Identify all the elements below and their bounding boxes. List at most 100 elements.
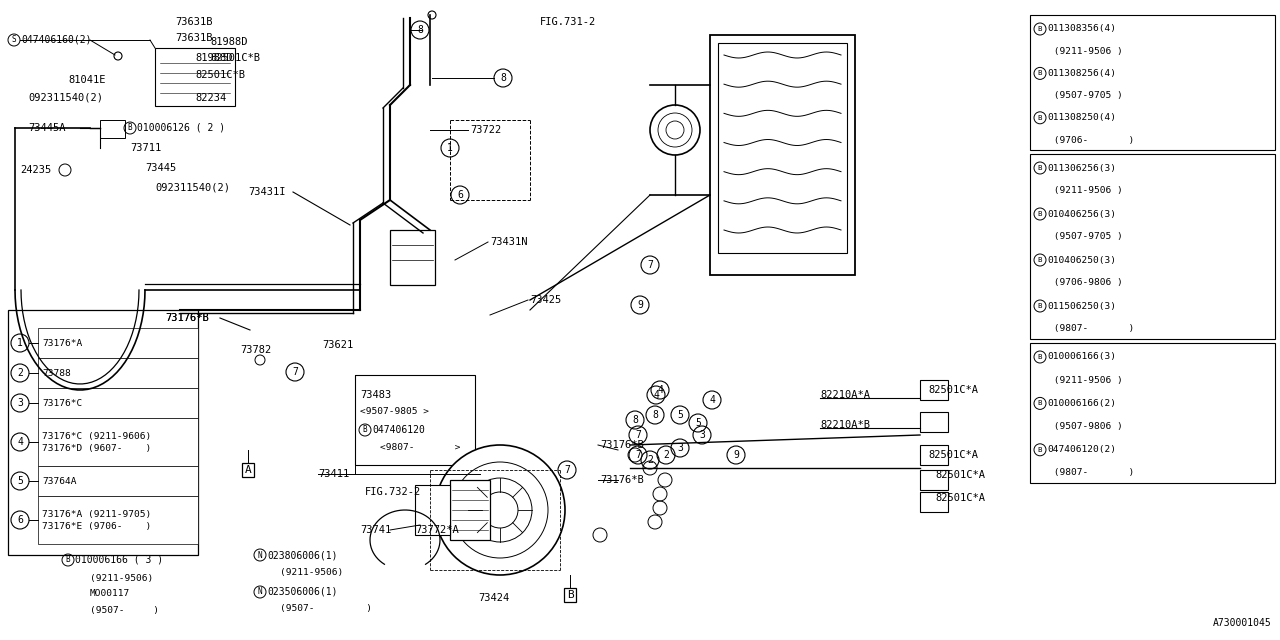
Text: 73431N: 73431N: [490, 237, 527, 247]
Bar: [451, 480, 490, 540]
Text: 73722: 73722: [470, 125, 502, 135]
Text: 1: 1: [447, 143, 453, 153]
Text: 73176*C (9211-9606): 73176*C (9211-9606): [42, 431, 151, 440]
Bar: [8, 310, 198, 555]
Text: 047406120: 047406120: [372, 425, 425, 435]
Text: B: B: [1038, 26, 1042, 32]
Text: (9706-9806 ): (9706-9806 ): [1048, 278, 1123, 287]
Text: A: A: [244, 465, 251, 475]
Text: 011506250(3): 011506250(3): [1047, 301, 1116, 310]
Text: B: B: [1038, 70, 1042, 76]
Text: 73782: 73782: [241, 345, 271, 355]
Text: 81988D: 81988D: [210, 37, 247, 47]
Text: 3: 3: [699, 430, 705, 440]
Text: B: B: [1038, 303, 1042, 309]
Text: 5: 5: [677, 410, 684, 420]
Text: (9211-9506): (9211-9506): [90, 573, 154, 582]
Text: 73483: 73483: [360, 390, 392, 400]
Bar: [38, 358, 198, 388]
Bar: [38, 466, 198, 496]
Text: B: B: [1038, 257, 1042, 263]
Circle shape: [650, 105, 700, 155]
Text: 81041E: 81041E: [68, 75, 105, 85]
Text: 092311540(2): 092311540(2): [28, 93, 102, 103]
Text: B: B: [567, 590, 573, 600]
Text: 73411: 73411: [317, 469, 349, 479]
Text: B: B: [1038, 354, 1042, 360]
Bar: [38, 388, 198, 418]
Text: 82501C*A: 82501C*A: [934, 493, 986, 503]
Bar: [920, 380, 948, 400]
Text: 81988D: 81988D: [195, 53, 233, 63]
Text: 7: 7: [648, 260, 653, 270]
Circle shape: [435, 445, 564, 575]
Text: 73176*C: 73176*C: [42, 399, 82, 408]
Text: 73424: 73424: [477, 593, 509, 603]
Text: 010406250(3): 010406250(3): [1047, 255, 1116, 264]
Bar: [390, 230, 435, 285]
Text: 7: 7: [635, 430, 641, 440]
Text: 010006166(2): 010006166(2): [1047, 399, 1116, 408]
Text: 010006126 ( 2 ): 010006126 ( 2 ): [137, 123, 225, 133]
Text: 7: 7: [564, 465, 570, 475]
Text: (9706-       ): (9706- ): [1048, 136, 1134, 145]
Bar: [920, 470, 948, 490]
Text: 9: 9: [733, 450, 739, 460]
Text: 011308250(4): 011308250(4): [1047, 113, 1116, 122]
Bar: [415, 485, 451, 535]
Text: 8: 8: [500, 73, 506, 83]
Text: 73176*E (9706-    ): 73176*E (9706- ): [42, 522, 151, 531]
Text: 73764A: 73764A: [42, 477, 77, 486]
Text: 092311540(2): 092311540(2): [155, 183, 230, 193]
Text: B: B: [1038, 115, 1042, 121]
Text: FIG.732-2: FIG.732-2: [365, 487, 421, 497]
Text: 73176*A: 73176*A: [42, 339, 82, 348]
Text: (9507-9806 ): (9507-9806 ): [1048, 422, 1123, 431]
Text: 82501C*A: 82501C*A: [934, 470, 986, 480]
Text: B: B: [65, 556, 70, 564]
Text: 4: 4: [17, 437, 23, 447]
Text: 73445A: 73445A: [28, 123, 65, 133]
Text: B: B: [1038, 447, 1042, 453]
Text: 24235: 24235: [20, 165, 51, 175]
Text: B: B: [1038, 165, 1042, 171]
Text: 82501C*B: 82501C*B: [195, 70, 244, 80]
Text: 011308256(4): 011308256(4): [1047, 69, 1116, 78]
Text: 5: 5: [695, 418, 701, 428]
Text: (9211-9506 ): (9211-9506 ): [1048, 376, 1123, 385]
Text: 3: 3: [677, 443, 684, 453]
Bar: [718, 43, 847, 253]
Text: 73176*B: 73176*B: [165, 313, 209, 323]
Text: (9807-       ): (9807- ): [1048, 324, 1134, 333]
Text: B: B: [128, 124, 132, 132]
Bar: [38, 418, 198, 466]
Text: 047406120(2): 047406120(2): [1047, 445, 1116, 454]
Text: 73711: 73711: [131, 143, 161, 153]
Text: 4: 4: [657, 385, 663, 395]
Text: (9211-9506 ): (9211-9506 ): [1048, 47, 1123, 56]
Text: (9211-9506 ): (9211-9506 ): [1048, 186, 1123, 195]
Text: 010006166(3): 010006166(3): [1047, 353, 1116, 362]
Text: 3: 3: [17, 398, 23, 408]
Text: 73176*D (9607-    ): 73176*D (9607- ): [42, 444, 151, 452]
Text: 047406160(2): 047406160(2): [20, 35, 91, 45]
Text: 023506006(1): 023506006(1): [268, 587, 338, 597]
Text: 8: 8: [632, 415, 637, 425]
Text: <9507-9805 >: <9507-9805 >: [360, 408, 429, 417]
Text: 8: 8: [417, 25, 422, 35]
Text: B: B: [1038, 401, 1042, 406]
Bar: [38, 328, 198, 358]
Bar: [155, 48, 236, 106]
Text: 82210A*A: 82210A*A: [820, 390, 870, 400]
Text: 73772*A: 73772*A: [415, 525, 458, 535]
Text: MO00117: MO00117: [90, 589, 131, 598]
Text: 2: 2: [663, 450, 669, 460]
Text: 011308356(4): 011308356(4): [1047, 24, 1116, 33]
Text: <9807-       >: <9807- >: [380, 444, 461, 452]
Text: 82210A*B: 82210A*B: [820, 420, 870, 430]
Text: 73431I: 73431I: [248, 187, 285, 197]
Text: 73176*A (9211-9705): 73176*A (9211-9705): [42, 509, 151, 518]
Text: N: N: [257, 588, 262, 596]
Text: 73631B: 73631B: [175, 17, 212, 27]
Text: (9211-9506): (9211-9506): [280, 568, 343, 577]
